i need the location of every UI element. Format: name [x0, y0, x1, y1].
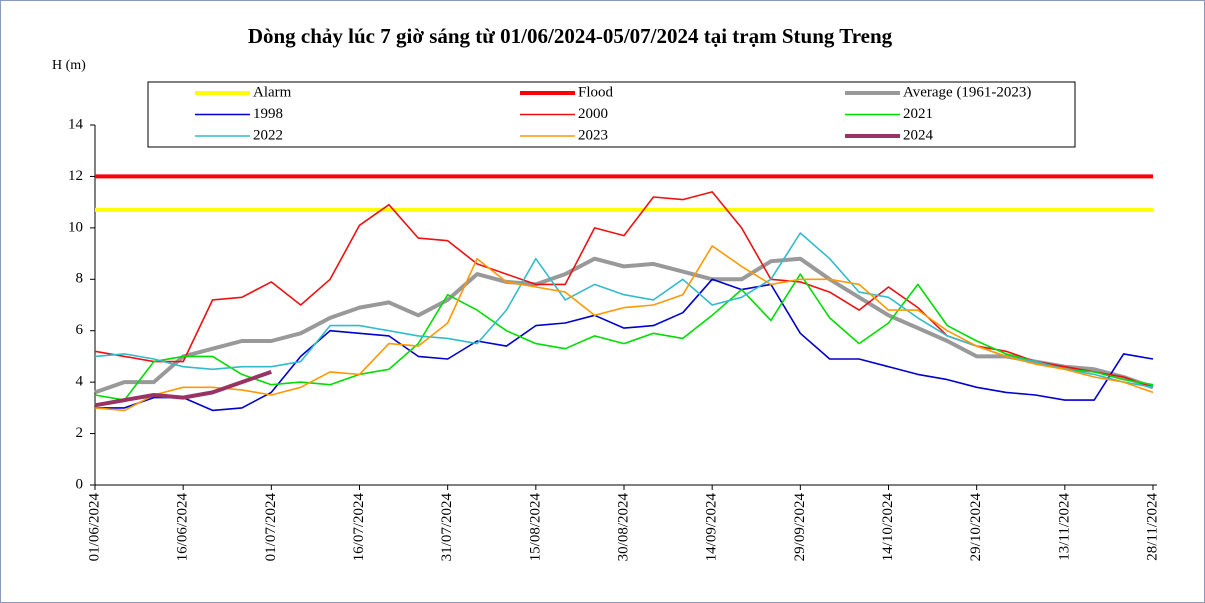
chart-title: Dòng chảy lúc 7 giờ sáng từ 01/06/2024-0…: [248, 24, 893, 48]
x-tick-label: 14/10/2024: [880, 493, 896, 562]
y-axis-label: H (m): [52, 58, 86, 73]
x-tick-label: 01/07/2024: [263, 493, 279, 562]
x-tick-label: 29/10/2024: [968, 493, 984, 562]
x-tick-label: 14/09/2024: [704, 493, 720, 562]
legend-label: Alarm: [253, 84, 292, 100]
x-tick-label: 15/08/2024: [527, 493, 543, 562]
y-tick-label: 12: [68, 168, 83, 184]
legend-box: [147, 81, 1076, 148]
x-tick-label: 01/06/2024: [86, 493, 102, 562]
y-tick-label: 8: [76, 271, 84, 287]
x-tick-label: 28/11/2024: [1144, 493, 1160, 561]
x-tick-label: 13/11/2024: [1056, 493, 1072, 561]
y-tick-label: 2: [76, 425, 84, 441]
x-tick-label: 29/09/2024: [792, 493, 808, 562]
y-tick-label: 0: [76, 476, 84, 492]
legend-label: 2023: [578, 127, 608, 143]
x-tick-label: 16/06/2024: [175, 493, 191, 562]
y-tick-label: 10: [68, 219, 83, 235]
legend-label: Average (1961-2023): [903, 84, 1031, 100]
legend-label: 2021: [903, 106, 933, 122]
legend-label: 2000: [578, 106, 608, 122]
y-tick-label: 14: [68, 116, 84, 132]
y-tick-label: 4: [76, 374, 84, 390]
x-tick-label: 30/08/2024: [615, 493, 631, 562]
legend-label: 2024: [903, 127, 934, 143]
series-line: [95, 278, 1154, 412]
x-tick-label: 31/07/2024: [439, 493, 455, 562]
series-line: [94, 256, 1154, 395]
y-tick-label: 6: [76, 322, 84, 338]
legend-label: Flood: [578, 84, 614, 100]
legend-label: 2022: [253, 127, 283, 143]
legend-label: 1998: [253, 106, 283, 122]
x-tick-label: 16/07/2024: [351, 493, 367, 562]
series-line: [94, 245, 1154, 412]
series-line: [94, 370, 272, 408]
series-line: [94, 273, 1154, 401]
